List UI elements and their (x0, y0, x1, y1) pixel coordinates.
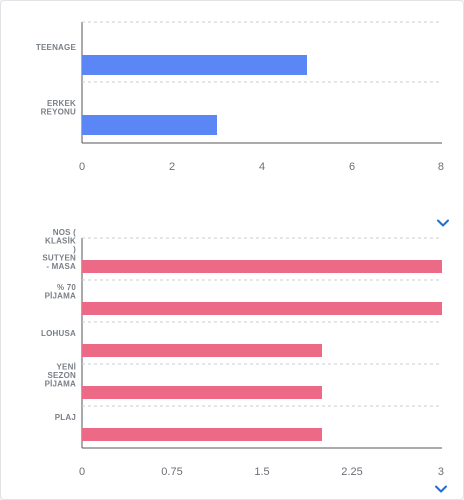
chart2-bar (82, 428, 322, 441)
chart2-bar (82, 260, 442, 273)
chart2-bar (82, 386, 322, 399)
chart2-tick-label: 3 (438, 466, 444, 478)
chart2-tick-label: 0 (79, 466, 85, 478)
chevron-down-icon[interactable] (437, 219, 449, 227)
chart1-category-label: ERKEK REYONU (41, 99, 76, 117)
chart2-category-label: NOS (KLASİK) SUTYEN - MASA (42, 228, 76, 271)
chart1-bar (82, 55, 307, 75)
chart2-bar (82, 344, 322, 357)
chevron-down-icon[interactable] (435, 485, 447, 493)
chart2-category-label: % 70 PİJAMA (45, 283, 77, 301)
chart1-tick-label: 2 (169, 161, 175, 173)
chart1-tick-label: 4 (259, 161, 265, 173)
chart2-tick-label: 2.25 (341, 466, 362, 478)
chart2-bar (82, 302, 442, 315)
chart1-tick-label: 8 (438, 161, 444, 173)
chart2-category-label: YENİ SEZON PİJAMA (45, 363, 76, 389)
chart1-tick-label: 0 (79, 161, 85, 173)
chart1-bar (82, 115, 217, 135)
chart1-category-label: TEENAGE (36, 43, 77, 52)
chart2-category-label: LOHUSA (41, 329, 76, 338)
chart2-tick-label: 0.75 (161, 466, 182, 478)
chart1-tick-label: 6 (349, 161, 355, 173)
chart2-category-label: PLAJ (55, 413, 76, 422)
chart2-tick-label: 1.5 (254, 466, 269, 478)
